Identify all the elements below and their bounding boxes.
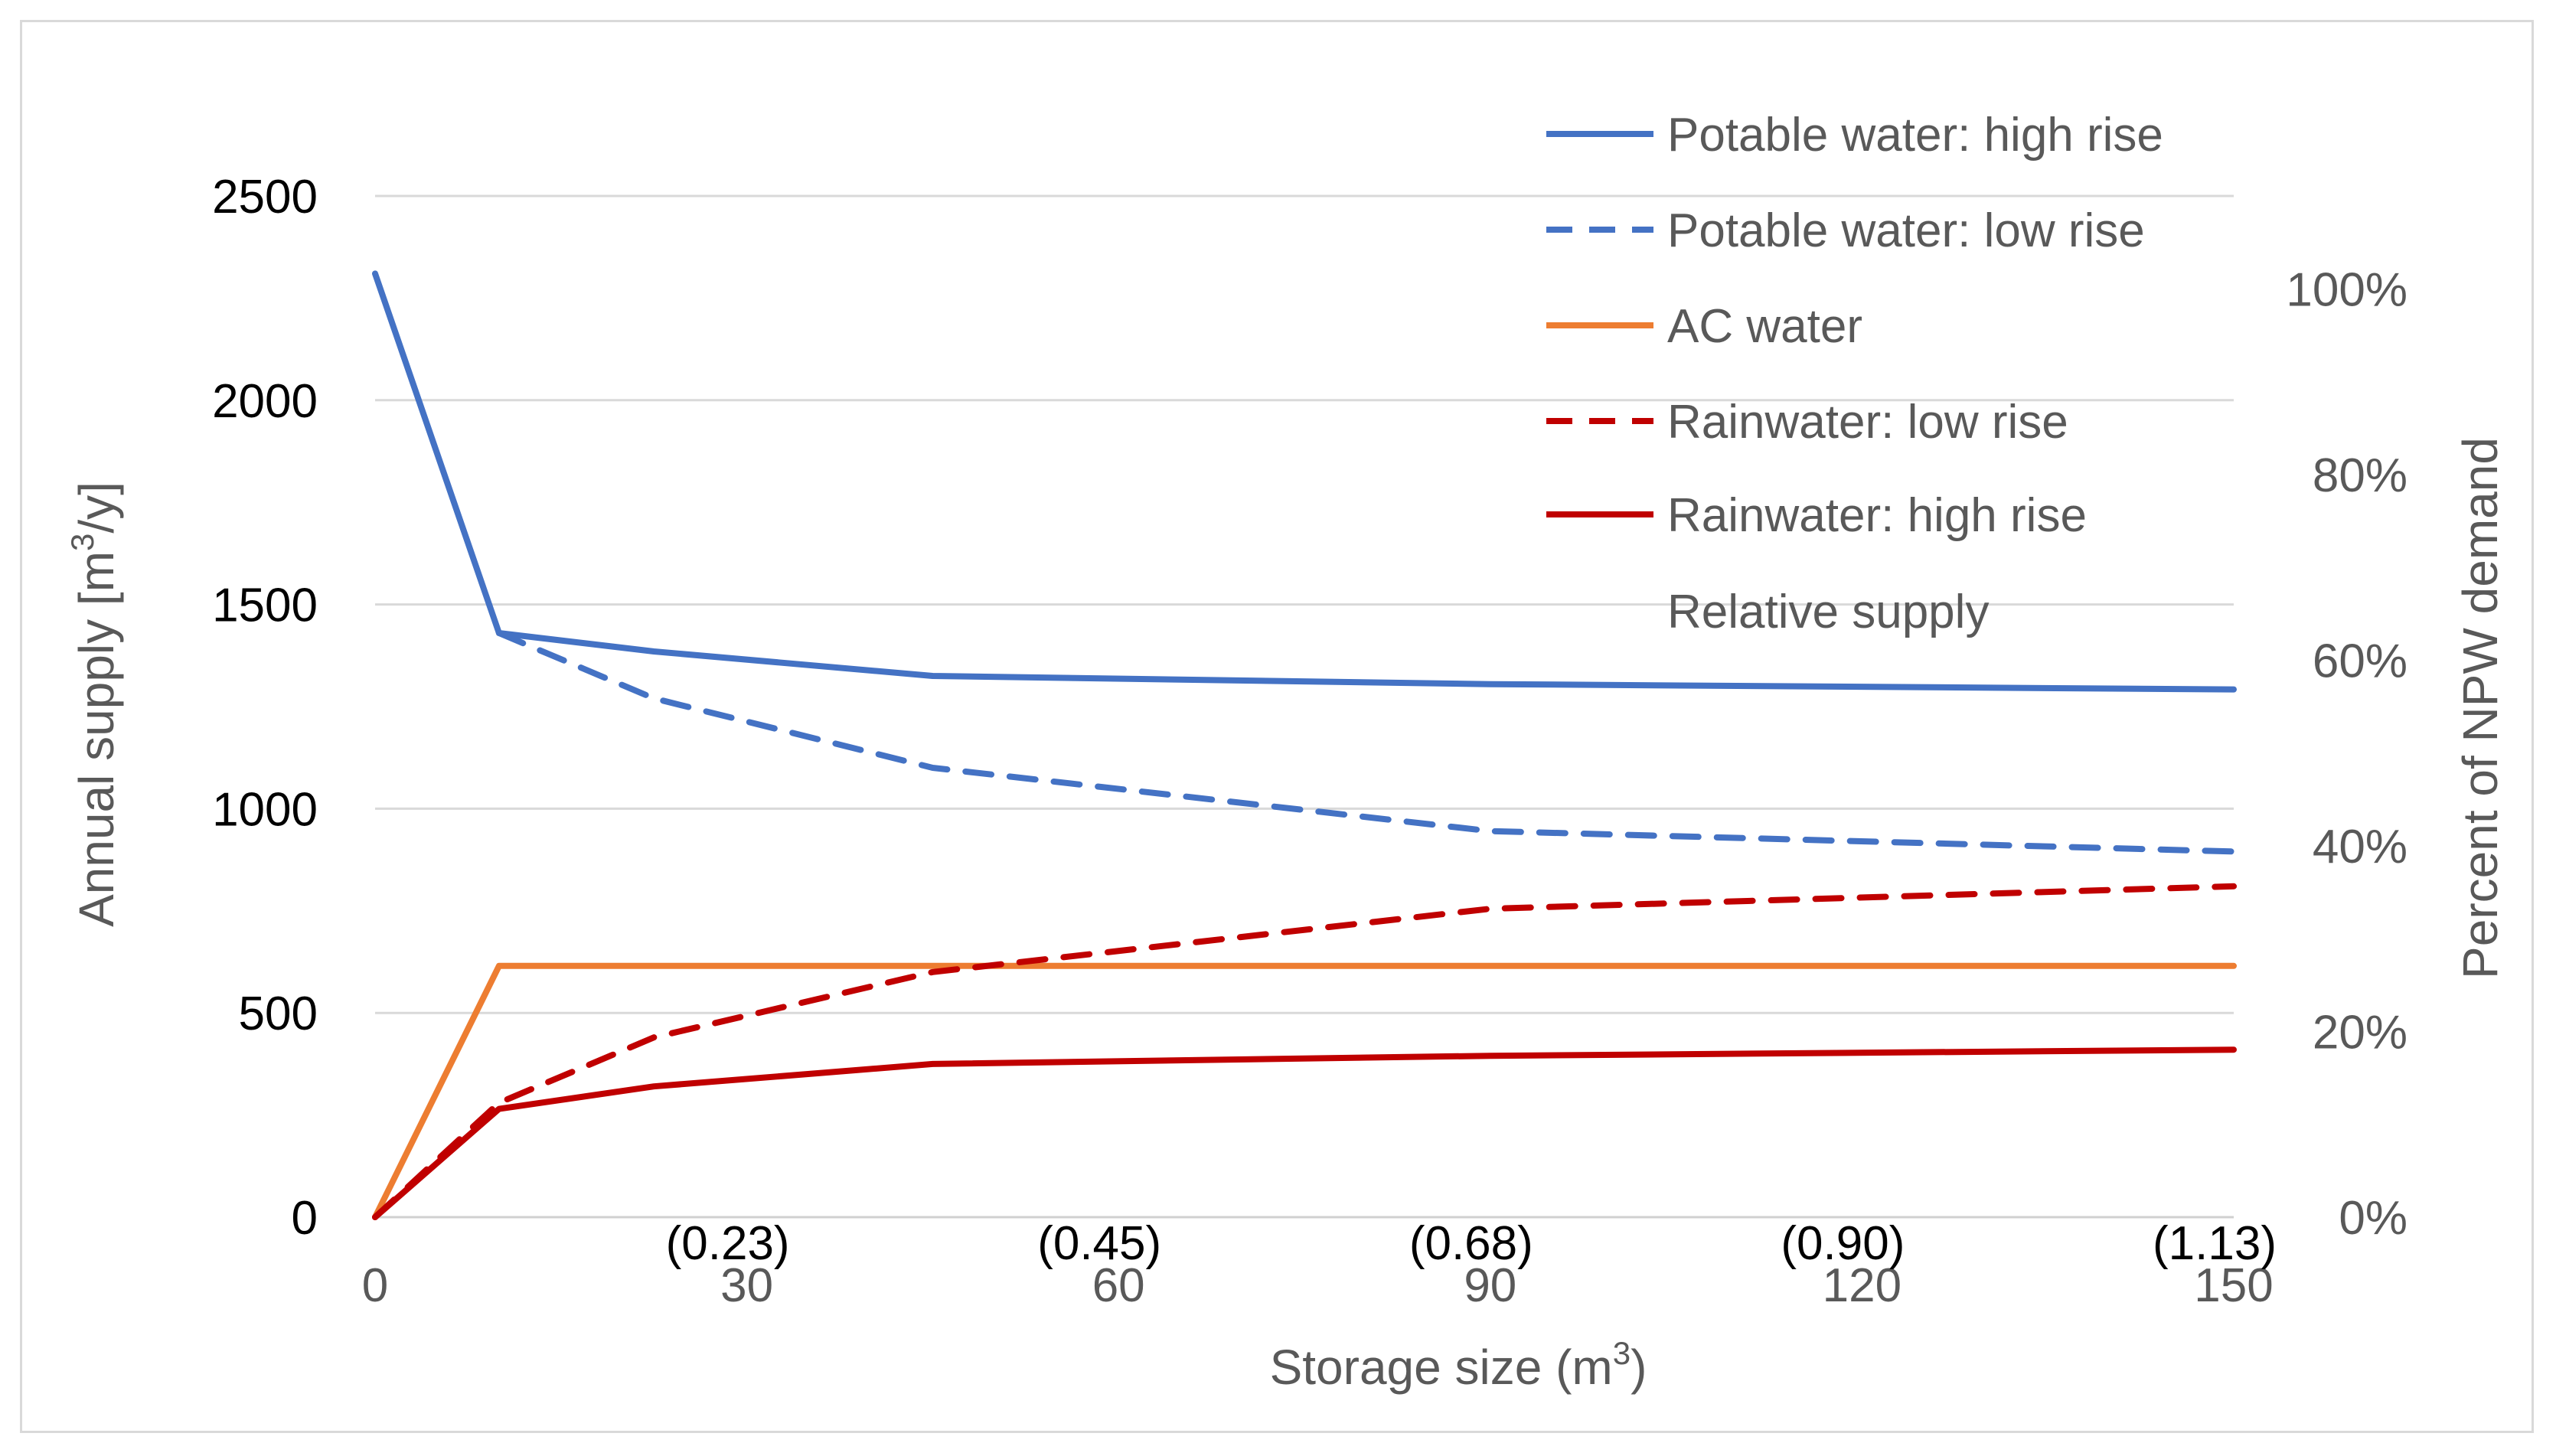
y2-tick-label: 60% xyxy=(2313,635,2407,687)
y-tick-label: 500 xyxy=(239,988,318,1040)
x-secondary-tick-label: (0.68) xyxy=(1409,1217,1533,1270)
y2-axis-title: Percent of NPW demand xyxy=(2453,437,2508,979)
y2-tick-label: 20% xyxy=(2313,1006,2407,1059)
x-tick-label: 90 xyxy=(1464,1259,1516,1312)
x-secondary-tick-label: (0.45) xyxy=(1037,1217,1161,1270)
legend-label: Rainwater: low rise xyxy=(1667,396,2068,449)
legend-label: Rainwater: high rise xyxy=(1667,489,2087,542)
x-secondary-tick-label: (0.23) xyxy=(666,1217,790,1270)
series-layer xyxy=(372,270,2237,1220)
y-axis-ticks: 0 500 1000 1500 2000 2500 xyxy=(212,171,318,1245)
x-axis-title-end: ) xyxy=(1631,1340,1647,1395)
x-axis-title-sup: 3 xyxy=(1613,1335,1631,1371)
chart-frame xyxy=(20,20,2534,1433)
y2-tick-label: 80% xyxy=(2313,449,2407,502)
series-line-0 xyxy=(372,270,2237,693)
x-axis-ticks: 0 30 60 90 120 150 (0.23) (0.45) (0.68) (0.90) (1.… xyxy=(362,1217,2277,1312)
x-tick-label: 0 xyxy=(362,1259,388,1312)
x-tick-label: 60 xyxy=(1092,1259,1145,1312)
series-line-4 xyxy=(372,1046,2237,1220)
legend: Potable water: high rise Potable water: l… xyxy=(1546,109,2163,638)
x-tick-label: 150 xyxy=(2194,1259,2273,1312)
x-secondary-tick-label: (0.90) xyxy=(1781,1217,1905,1270)
y2-tick-label: 100% xyxy=(2286,263,2407,316)
x-secondary-tick-label: (1.13) xyxy=(2153,1217,2277,1270)
y-axis-title: Annual supply [m3/y] xyxy=(64,482,124,927)
y2-axis-ticks: 0% 20% 40% 60% 80% 100% xyxy=(2286,263,2407,1245)
legend-label: AC water xyxy=(1667,300,1862,353)
y-tick-label: 2000 xyxy=(212,375,318,428)
x-tick-label: 120 xyxy=(1823,1259,1901,1312)
series-line-3 xyxy=(372,883,2237,1220)
legend-label: Potable water: low rise xyxy=(1667,204,2145,257)
series-line-1 xyxy=(495,630,2237,855)
y-tick-label: 0 xyxy=(292,1192,318,1245)
legend-label-extra: Relative supply xyxy=(1667,586,1989,638)
y2-tick-label: 0% xyxy=(2339,1192,2407,1245)
legend-label: Potable water: high rise xyxy=(1667,109,2163,162)
y-tick-label: 1500 xyxy=(212,579,318,632)
gridlines xyxy=(375,194,2234,1219)
x-tick-label: 30 xyxy=(720,1259,773,1312)
y-tick-label: 1000 xyxy=(212,783,318,836)
y-axis-title-sup: 3 xyxy=(64,534,100,551)
x-axis-title: Storage size (m3) xyxy=(1270,1335,1647,1395)
y2-tick-label: 40% xyxy=(2313,821,2407,873)
y-axis-title-end: /y] xyxy=(69,482,124,534)
y-tick-label: 2500 xyxy=(212,171,318,224)
series-line-2 xyxy=(372,962,2237,1220)
